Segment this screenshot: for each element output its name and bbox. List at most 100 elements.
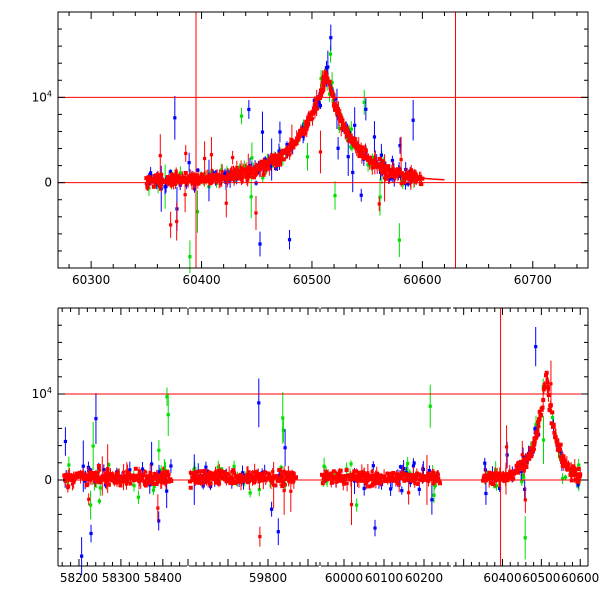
data-point — [355, 478, 360, 483]
y-tick-label: 104 — [32, 386, 52, 401]
data-point — [281, 480, 286, 485]
data-point — [121, 470, 126, 474]
data-point — [528, 446, 533, 451]
data-point — [202, 468, 207, 473]
data-point — [409, 478, 414, 483]
data-point — [399, 475, 404, 480]
data-point — [182, 175, 187, 180]
data-point — [327, 92, 332, 96]
data-point — [222, 472, 227, 477]
data-point — [431, 481, 436, 486]
data-point — [531, 443, 536, 448]
data-point — [241, 478, 246, 483]
data-point — [393, 176, 397, 180]
data-point — [526, 454, 531, 459]
data-point — [71, 480, 76, 485]
data-point — [329, 471, 334, 476]
data-point — [136, 475, 141, 480]
data-point — [183, 171, 188, 176]
data-point — [141, 472, 146, 477]
data-point — [430, 470, 435, 475]
data-point — [265, 476, 270, 481]
data-point — [389, 168, 394, 173]
data-point — [390, 474, 395, 479]
data-point — [283, 472, 288, 477]
data-point — [566, 462, 571, 467]
data-point — [484, 491, 488, 496]
data-point — [322, 84, 326, 88]
data-point — [344, 126, 349, 131]
data-point — [321, 88, 326, 93]
data-point — [158, 153, 162, 158]
data-point — [371, 473, 376, 478]
data-point — [183, 193, 187, 197]
data-point — [345, 481, 349, 486]
data-point — [571, 471, 576, 476]
data-point — [102, 468, 106, 472]
data-point — [88, 503, 93, 507]
data-point — [108, 471, 113, 476]
data-point — [261, 176, 265, 180]
data-point — [435, 474, 440, 479]
data-point — [573, 473, 577, 478]
data-point — [189, 471, 194, 476]
y-tick-label: 104 — [32, 89, 52, 104]
data-point — [397, 238, 401, 242]
data-point — [307, 112, 312, 117]
data-point — [225, 179, 229, 184]
data-point — [417, 487, 421, 492]
data-point — [399, 181, 403, 186]
data-point — [225, 471, 230, 476]
data-point — [157, 519, 161, 523]
x-tick-label: 60100 — [365, 571, 403, 585]
data-point — [251, 175, 256, 180]
data-point — [360, 145, 365, 150]
data-point — [281, 157, 286, 162]
data-point — [124, 474, 129, 479]
data-point — [523, 487, 527, 491]
data-point — [397, 482, 401, 486]
data-point — [385, 471, 390, 476]
data-point — [550, 410, 555, 415]
data-point — [206, 479, 211, 484]
data-point — [235, 476, 240, 481]
data-point — [220, 475, 225, 480]
data-point — [353, 474, 358, 479]
data-point — [169, 172, 174, 177]
data-point — [310, 117, 315, 121]
data-point — [318, 95, 323, 100]
data-point — [157, 448, 161, 452]
data-point — [387, 474, 392, 479]
data-point — [139, 476, 144, 481]
data-point — [414, 475, 419, 480]
data-point — [165, 489, 169, 493]
data-point — [349, 127, 353, 131]
data-point — [546, 388, 550, 392]
data-point — [514, 463, 519, 468]
data-point — [277, 474, 281, 478]
data-point — [118, 483, 123, 488]
data-point — [436, 476, 441, 481]
data-point — [270, 480, 275, 485]
data-point — [337, 126, 341, 130]
data-point — [533, 435, 538, 440]
data-point — [481, 478, 486, 483]
data-point — [428, 404, 432, 408]
data-point — [343, 129, 348, 134]
data-point — [249, 195, 253, 199]
data-point — [234, 479, 239, 484]
data-point — [535, 432, 540, 437]
data-point — [378, 161, 383, 166]
data-point — [215, 476, 220, 481]
data-point — [546, 385, 551, 390]
data-point — [237, 479, 242, 484]
data-point — [555, 441, 559, 445]
data-point — [306, 121, 311, 126]
data-point — [176, 174, 181, 179]
data-point — [549, 421, 554, 426]
data-point — [263, 471, 268, 476]
data-point — [534, 422, 538, 426]
data-point — [370, 469, 374, 474]
data-point — [564, 462, 569, 467]
data-point — [248, 168, 253, 172]
